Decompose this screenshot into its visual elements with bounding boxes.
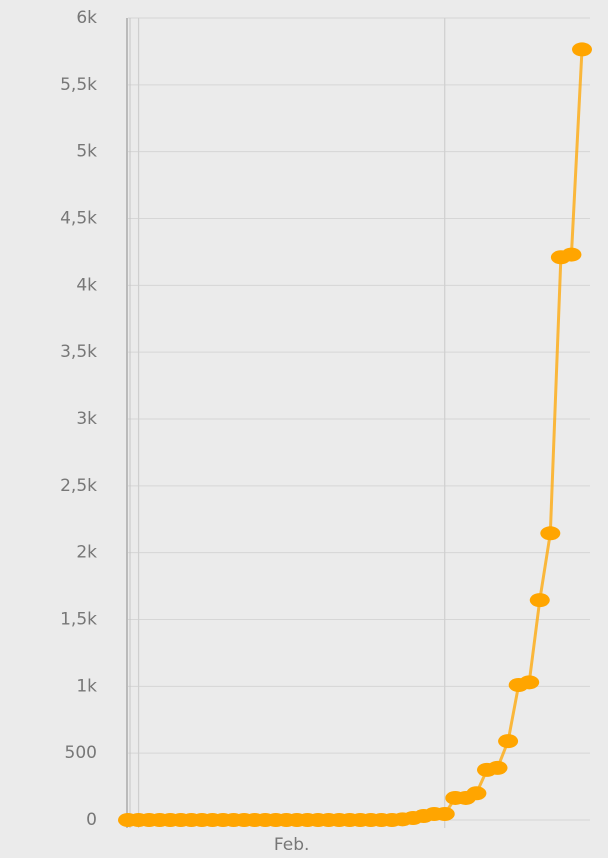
y-tick-label: 5k — [76, 142, 97, 162]
y-tick-label: 1,5k — [60, 610, 97, 630]
data-point — [572, 42, 592, 57]
data-point — [519, 675, 540, 690]
y-tick-label: 3,5k — [60, 342, 97, 362]
y-tick-label: 500 — [65, 743, 97, 763]
y-tick-label: 3k — [76, 409, 97, 429]
y-tick-label: 4,5k — [60, 209, 97, 229]
x-month-label: Feb. — [274, 835, 310, 855]
data-point — [529, 593, 550, 608]
y-tick-label: 6k — [76, 8, 97, 28]
data-point — [434, 806, 455, 821]
y-tick-label: 2,5k — [60, 476, 97, 496]
y-tick-label: 1k — [76, 676, 97, 696]
data-point — [498, 734, 519, 749]
data-point — [540, 526, 561, 541]
y-tick-label: 2k — [76, 543, 97, 563]
y-tick-label: 5,5k — [60, 75, 97, 95]
data-point — [487, 760, 508, 775]
data-point — [561, 247, 582, 262]
data-point — [466, 786, 487, 801]
y-tick-label: 4k — [76, 275, 97, 295]
y-tick-label: 0 — [86, 810, 97, 830]
